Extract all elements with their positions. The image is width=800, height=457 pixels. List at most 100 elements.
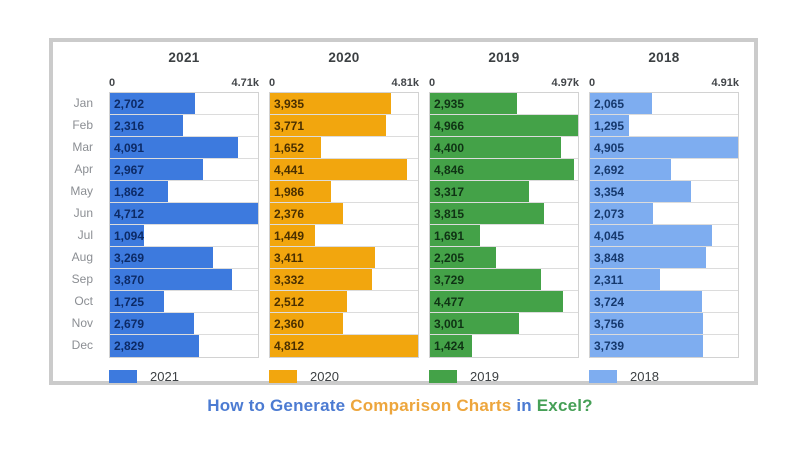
data-bar[interactable]: 3,756 xyxy=(590,313,704,334)
data-bar[interactable]: 1,094 xyxy=(110,225,145,246)
data-bar[interactable]: 1,725 xyxy=(110,291,165,312)
data-bar[interactable]: 4,812 xyxy=(270,335,418,357)
axis-max-label: 4.91k xyxy=(711,77,739,89)
bar-value-label: 1,652 xyxy=(274,140,305,155)
data-bar[interactable]: 3,771 xyxy=(270,115,386,136)
bar-row: 4,091 xyxy=(110,137,258,159)
data-bar[interactable]: 3,935 xyxy=(270,93,392,114)
bar-row: 1,691 xyxy=(430,225,578,247)
bar-value-label: 2,935 xyxy=(434,96,465,111)
bar-row: 3,729 xyxy=(430,269,578,291)
data-bar[interactable]: 2,829 xyxy=(110,335,199,357)
bar-value-label: 2,967 xyxy=(114,162,145,177)
data-bar[interactable]: 2,376 xyxy=(270,203,344,224)
bar-value-label: 3,729 xyxy=(434,272,465,287)
month-label: Sep xyxy=(71,272,93,286)
data-bar[interactable]: 4,400 xyxy=(430,137,562,158)
data-bar[interactable]: 1,862 xyxy=(110,181,169,202)
bar-value-label: 2,692 xyxy=(594,162,625,177)
panel-title: 2019 xyxy=(488,50,520,65)
bar-value-label: 2,679 xyxy=(114,316,145,331)
month-label: Oct xyxy=(74,294,93,308)
bar-row: 3,739 xyxy=(590,335,738,357)
data-bar[interactable]: 3,815 xyxy=(430,203,544,224)
data-bar[interactable]: 2,316 xyxy=(110,115,183,136)
data-bar[interactable]: 4,966 xyxy=(430,115,578,136)
data-bar[interactable]: 2,935 xyxy=(430,93,518,114)
data-bar[interactable]: 1,652 xyxy=(270,137,321,158)
data-bar[interactable]: 1,424 xyxy=(430,335,473,357)
data-bar[interactable]: 1,691 xyxy=(430,225,481,246)
data-bar[interactable]: 4,712 xyxy=(110,203,258,224)
bar-row: 3,332 xyxy=(270,269,418,291)
bar-value-label: 3,354 xyxy=(594,184,625,199)
bar-row: 4,905 xyxy=(590,137,738,159)
data-bar[interactable]: 2,205 xyxy=(430,247,496,268)
bar-row: 1,424 xyxy=(430,335,578,357)
data-bar[interactable]: 3,269 xyxy=(110,247,213,268)
data-bar[interactable]: 2,967 xyxy=(110,159,204,180)
data-bar[interactable]: 3,724 xyxy=(590,291,703,312)
bar-value-label: 1,691 xyxy=(434,228,465,243)
bar-row: 4,812 xyxy=(270,335,418,357)
data-bar[interactable]: 2,512 xyxy=(270,291,348,312)
axis-labels: 0 4.97k xyxy=(429,72,579,92)
bar-row: 2,376 xyxy=(270,203,418,225)
bar-row: 2,935 xyxy=(430,93,578,115)
month-label: Mar xyxy=(72,140,93,154)
bar-value-label: 3,870 xyxy=(114,272,145,287)
data-bar[interactable]: 2,065 xyxy=(590,93,653,114)
data-bar[interactable]: 2,692 xyxy=(590,159,672,180)
page-title-segment: Comparison Charts xyxy=(350,396,512,415)
bar-row: 1,295 xyxy=(590,115,738,137)
data-bar[interactable]: 1,986 xyxy=(270,181,332,202)
bar-row: 2,692 xyxy=(590,159,738,181)
bar-value-label: 2,360 xyxy=(274,316,305,331)
bar-value-label: 2,205 xyxy=(434,250,465,265)
bar-value-label: 1,725 xyxy=(114,294,145,309)
bar-value-label: 2,829 xyxy=(114,339,145,353)
bar-row: 2,065 xyxy=(590,93,738,115)
bar-row: 1,986 xyxy=(270,181,418,203)
bar-value-label: 2,376 xyxy=(274,206,305,221)
data-bar[interactable]: 3,354 xyxy=(590,181,692,202)
bar-value-label: 4,091 xyxy=(114,140,145,155)
bar-row: 3,411 xyxy=(270,247,418,269)
bar-row: 1,652 xyxy=(270,137,418,159)
data-bar[interactable]: 2,311 xyxy=(590,269,660,290)
data-bar[interactable]: 3,870 xyxy=(110,269,232,290)
bar-row: 2,702 xyxy=(110,93,258,115)
bar-row: 2,512 xyxy=(270,291,418,313)
data-bar[interactable]: 3,729 xyxy=(430,269,542,290)
legend-swatch xyxy=(109,369,137,383)
data-bar[interactable]: 4,846 xyxy=(430,159,575,180)
data-bar[interactable]: 3,001 xyxy=(430,313,520,334)
axis-max-label: 4.81k xyxy=(391,77,419,89)
bar-plot: 2,065 1,295 4,905 2,692 3,354 2,073 4,045 3,848… xyxy=(589,92,739,358)
bar-row: 4,966 xyxy=(430,115,578,137)
data-bar[interactable]: 2,679 xyxy=(110,313,195,334)
data-bar[interactable]: 3,848 xyxy=(590,247,707,268)
data-bar[interactable]: 3,739 xyxy=(590,335,703,357)
bar-row: 2,205 xyxy=(430,247,578,269)
data-bar[interactable]: 1,295 xyxy=(590,115,630,136)
data-bar[interactable]: 3,317 xyxy=(430,181,529,202)
data-bar[interactable]: 3,411 xyxy=(270,247,375,268)
bar-value-label: 4,477 xyxy=(434,294,465,309)
data-bar[interactable]: 2,360 xyxy=(270,313,343,334)
data-bar[interactable]: 3,332 xyxy=(270,269,373,290)
data-bar[interactable]: 2,073 xyxy=(590,203,653,224)
data-bar[interactable]: 4,091 xyxy=(110,137,239,158)
page-title-segment: in xyxy=(511,396,537,415)
bar-row: 2,679 xyxy=(110,313,258,335)
bar-value-label: 1,449 xyxy=(274,228,305,243)
axis-min-label: 0 xyxy=(589,77,596,89)
data-bar[interactable]: 4,905 xyxy=(590,137,738,158)
data-bar[interactable]: 1,449 xyxy=(270,225,315,246)
data-bar[interactable]: 4,045 xyxy=(590,225,713,246)
legend-swatch xyxy=(429,369,457,383)
bar-row: 3,756 xyxy=(590,313,738,335)
data-bar[interactable]: 4,441 xyxy=(270,159,407,180)
data-bar[interactable]: 2,702 xyxy=(110,93,195,114)
data-bar[interactable]: 4,477 xyxy=(430,291,564,312)
